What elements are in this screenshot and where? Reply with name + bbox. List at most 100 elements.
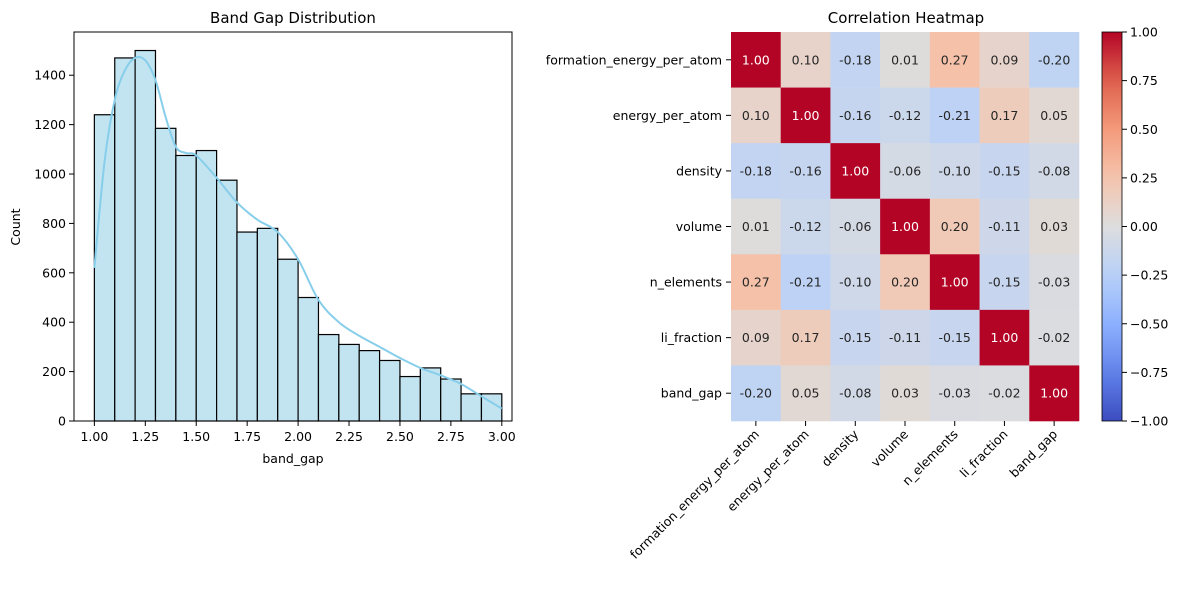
heatmap-cell	[731, 198, 782, 255]
heatmap-cell	[780, 87, 831, 144]
heatmap-cell	[780, 254, 831, 311]
heatmap-cell-value: -0.20	[740, 386, 772, 401]
histogram-bar	[195, 149, 218, 422]
heatmap-cell	[929, 309, 980, 366]
heatmap-cell-value: -0.21	[789, 275, 821, 290]
heatmap-cell	[830, 32, 881, 88]
histogram-bar	[419, 367, 442, 422]
heatmap-cell	[929, 32, 980, 88]
heatmap-cell-value: 0.27	[742, 275, 770, 290]
histogram-bar	[256, 227, 279, 422]
heatmap-cell	[880, 309, 931, 366]
heatmap-cell-value: 1.00	[841, 163, 869, 178]
heatmap-cell-value: -0.10	[839, 275, 871, 290]
heatmap-cell-value: 1.00	[891, 219, 919, 234]
heatmap-cell	[1029, 198, 1080, 255]
heatmap-cell	[830, 309, 881, 366]
heatmap-cell	[731, 309, 782, 366]
heatmap-cell-value: -0.11	[988, 219, 1020, 234]
histogram-bar	[338, 343, 360, 422]
heatmap-cell-value: -0.10	[939, 163, 971, 178]
x-tick-label: 2.25	[335, 429, 363, 444]
heatmap-column-label: volume	[868, 426, 912, 470]
heatmap-cell-value: 0.09	[742, 330, 770, 345]
heatmap-cell-value: -0.21	[939, 108, 971, 123]
heatmap-cell-value: 0.10	[792, 52, 820, 67]
heatmap-column-label: band_gap	[1006, 426, 1060, 480]
heatmap-cell-value: -0.20	[1038, 52, 1070, 67]
colorbar-tick-label: 0.00	[1130, 219, 1158, 234]
y-tick-label: 1000	[34, 167, 66, 182]
heatmap-cell	[731, 87, 782, 144]
heatmap-row-label: density	[676, 163, 722, 178]
heatmap-cell	[880, 254, 931, 311]
heatmap-cell-value: -0.15	[939, 330, 971, 345]
histogram-bar	[154, 127, 177, 422]
heatmap-cell	[880, 87, 931, 144]
heatmap-cell	[929, 365, 980, 422]
heatmap-row-label: n_elements	[650, 275, 722, 290]
heatmap-cell	[979, 365, 1030, 422]
histogram-title: Band Gap Distribution	[210, 9, 376, 27]
heatmap-cell-value: -0.02	[1038, 330, 1070, 345]
heatmap-cell	[731, 143, 782, 200]
histogram-y-label: Count	[8, 208, 23, 245]
heatmap-row-label: formation_energy_per_atom	[546, 52, 722, 67]
y-tick-label: 200	[42, 364, 66, 379]
heatmap-cell	[830, 87, 881, 144]
heatmap-cell-value: -0.16	[839, 108, 871, 123]
heatmap-cell-value: -0.08	[839, 386, 871, 401]
heatmap-cell-value: -0.06	[889, 163, 921, 178]
heatmap-cell-value: 0.09	[991, 52, 1019, 67]
colorbar-ticks: 1.00 0.75 0.50 0.25 0.00 −0.25 −0.50 −0.75 −1.00	[1122, 25, 1168, 429]
heatmap-cell-value: 0.17	[792, 330, 820, 345]
heatmap-cell-value: -0.08	[1038, 163, 1070, 178]
heatmap-column-label: density	[818, 426, 861, 469]
heatmap-cell	[880, 143, 931, 200]
histogram-bar	[317, 333, 340, 422]
histogram-x-ticks: 1.00 1.25 1.50 1.75 2.00 2.25 2.50 2.75 3.00	[80, 421, 516, 444]
heatmap-row-label: band_gap	[661, 386, 722, 401]
heatmap-cell-value: 1.00	[941, 275, 969, 290]
heatmap-cell	[780, 32, 831, 88]
histogram-bars	[93, 49, 503, 422]
x-tick-label: 1.50	[182, 429, 210, 444]
heatmap-cells: 1.00 0.10 -0.18 0.01 0.27 0.09 -0.20 0.10 1.00 -0…	[731, 32, 1080, 422]
heatmap-row-label: volume	[676, 219, 723, 234]
heatmap-cell	[780, 198, 831, 255]
heatmap-cell	[780, 143, 831, 200]
heatmap-cell	[979, 32, 1030, 88]
heatmap-cell	[1029, 87, 1080, 144]
histogram-bar	[216, 179, 238, 422]
heatmap-cell-value: -0.18	[740, 163, 772, 178]
histogram-x-label: band_gap	[262, 451, 323, 466]
heatmap-cell	[929, 254, 980, 311]
colorbar-tick-label: 0.25	[1130, 170, 1158, 185]
heatmap-cell	[731, 365, 782, 422]
heatmap-cell	[830, 198, 881, 255]
heatmap-cell	[780, 365, 831, 422]
y-tick-label: 1200	[34, 117, 66, 132]
heatmap-cell	[731, 32, 782, 88]
x-tick-label: 2.75	[437, 429, 465, 444]
heatmap-cell-value: 0.17	[991, 108, 1019, 123]
colorbar-tick-label: −0.75	[1130, 365, 1168, 380]
heatmap-cell	[1029, 309, 1080, 366]
correlation-heatmap: Correlation Heatmap 1.00 0.10 -0.18 0.01 0.2…	[546, 9, 1169, 562]
histogram-bar	[378, 359, 401, 422]
heatmap-cell	[1029, 32, 1080, 88]
heatmap-cell-value: 0.10	[742, 108, 770, 123]
heatmap-cell	[880, 198, 931, 255]
heatmap-cell-value: 1.00	[792, 108, 820, 123]
histogram-plot-frame	[73, 31, 513, 422]
heatmap-cell	[880, 365, 931, 422]
y-tick-label: 1400	[34, 68, 66, 83]
heatmap-cell-value: 0.27	[941, 52, 969, 67]
colorbar-tick-label: 0.75	[1130, 73, 1158, 88]
heatmap-cell-value: 0.03	[891, 386, 919, 401]
heatmap-cell-value: 0.05	[1040, 108, 1068, 123]
heatmap-cell	[880, 32, 931, 88]
x-tick-label: 3.00	[488, 429, 516, 444]
heatmap-cell-value: -0.12	[789, 219, 821, 234]
